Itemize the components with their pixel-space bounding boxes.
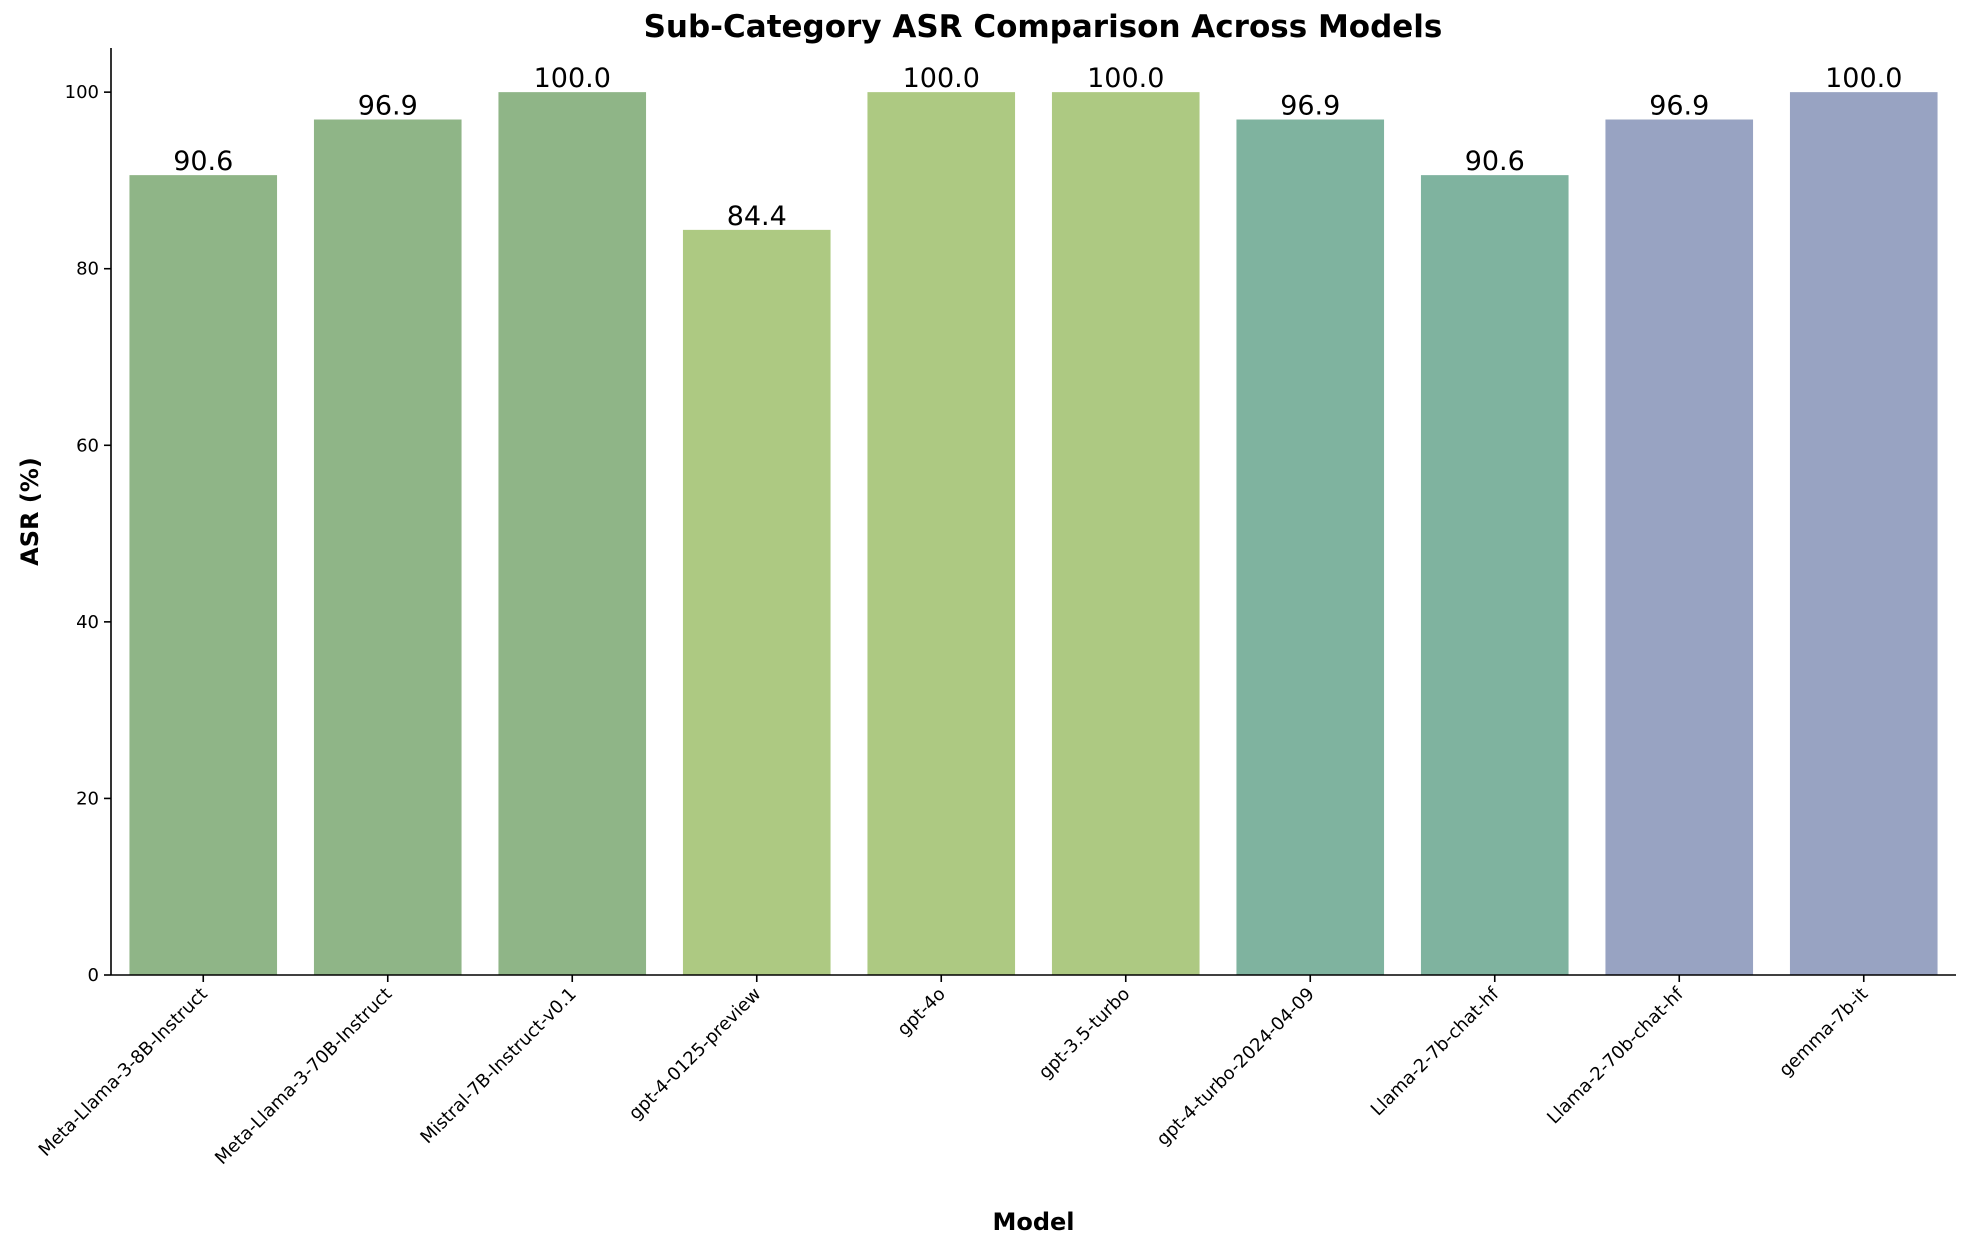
data-label-1: 96.9: [358, 91, 418, 122]
y-tick-label-4: 80: [76, 259, 99, 280]
y-tick-label-0: 0: [88, 965, 99, 986]
bar-4: [867, 92, 1016, 975]
chart-title: Sub-Category ASR Comparison Across Model…: [644, 9, 1443, 45]
x-tick-label-1: Meta-Llama-3-70B-Instruct: [211, 984, 396, 1169]
bar-0: [129, 175, 278, 975]
y-tick-label-3: 60: [76, 435, 99, 456]
bar-7: [1420, 175, 1569, 975]
bars-group: [129, 92, 1938, 975]
data-label-9: 100.0: [1825, 63, 1902, 94]
bar-2: [498, 92, 647, 975]
bar-9: [1789, 92, 1938, 975]
data-label-5: 100.0: [1087, 63, 1164, 94]
y-ticks-group: 0 20 40 60 80 100: [65, 82, 111, 986]
bar-5: [1051, 92, 1200, 975]
data-label-7: 90.6: [1465, 146, 1525, 177]
x-axis-label: Model: [992, 1208, 1074, 1236]
data-label-2: 100.0: [534, 63, 611, 94]
x-tick-label-4: gpt-4o: [893, 984, 949, 1040]
bar-1: [313, 119, 462, 975]
x-ticks-group: Meta-Llama-3-8B-Instruct Meta-Llama-3-70B…: [35, 975, 1872, 1169]
x-tick-label-3: gpt-4-0125-preview: [625, 984, 765, 1124]
data-label-4: 100.0: [903, 63, 980, 94]
data-label-6: 96.9: [1280, 91, 1340, 122]
x-tick-label-7: Llama-2-7b-chat-hf: [1367, 983, 1504, 1120]
x-tick-label-9: gemma-7b-it: [1775, 984, 1872, 1081]
y-tick-label-1: 20: [76, 788, 99, 809]
data-labels-group: 90.6 96.9 100.0 84.4 100.0 100.0 96.9 90.6 96.9 1…: [173, 63, 1902, 232]
x-tick-label-5: gpt-3.5-turbo: [1035, 984, 1135, 1084]
y-tick-label-2: 40: [76, 612, 99, 633]
data-label-3: 84.4: [727, 201, 787, 232]
data-label-8: 96.9: [1649, 91, 1709, 122]
y-tick-label-5: 100: [65, 82, 99, 103]
bar-6: [1236, 119, 1385, 975]
data-label-0: 90.6: [173, 146, 233, 177]
bar-3: [682, 229, 831, 975]
x-tick-label-0: Meta-Llama-3-8B-Instruct: [35, 984, 212, 1161]
y-axis-label: ASR (%): [16, 457, 44, 566]
x-tick-label-6: gpt-4-turbo-2024-04-09: [1153, 984, 1319, 1150]
bar-8: [1605, 119, 1754, 975]
x-tick-label-8: Llama-2-70b-chat-hf: [1543, 983, 1688, 1128]
x-tick-label-2: Mistral-7B-Instruct-v0.1: [416, 984, 580, 1148]
